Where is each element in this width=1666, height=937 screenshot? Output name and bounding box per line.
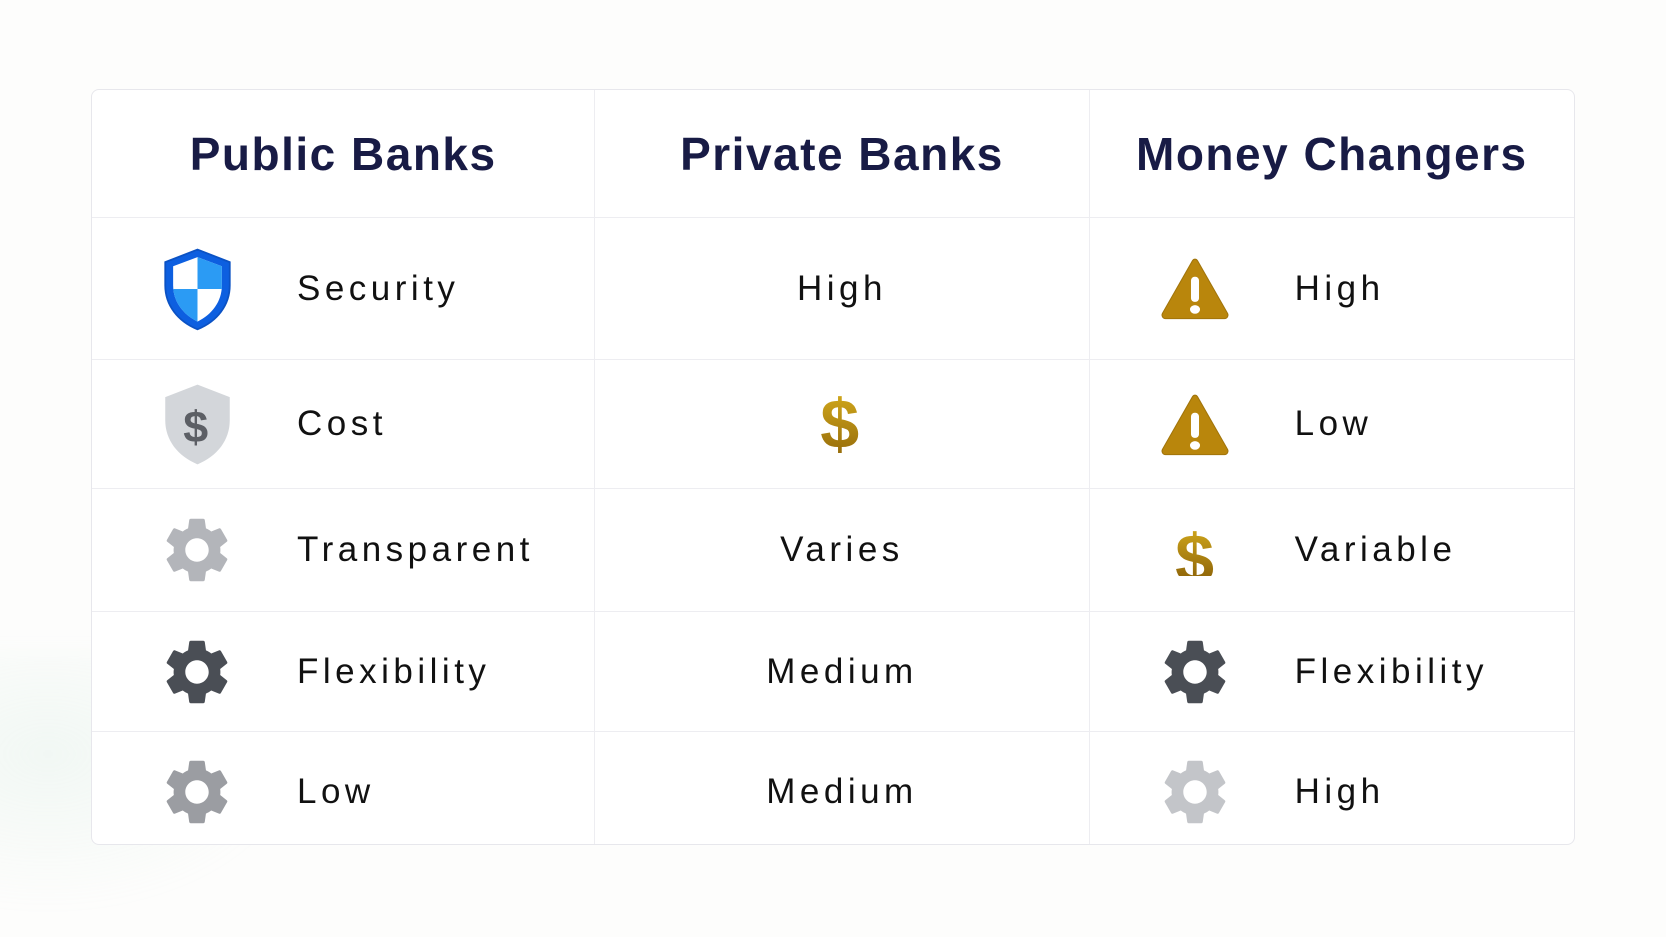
svg-text:$: $ — [183, 402, 208, 452]
